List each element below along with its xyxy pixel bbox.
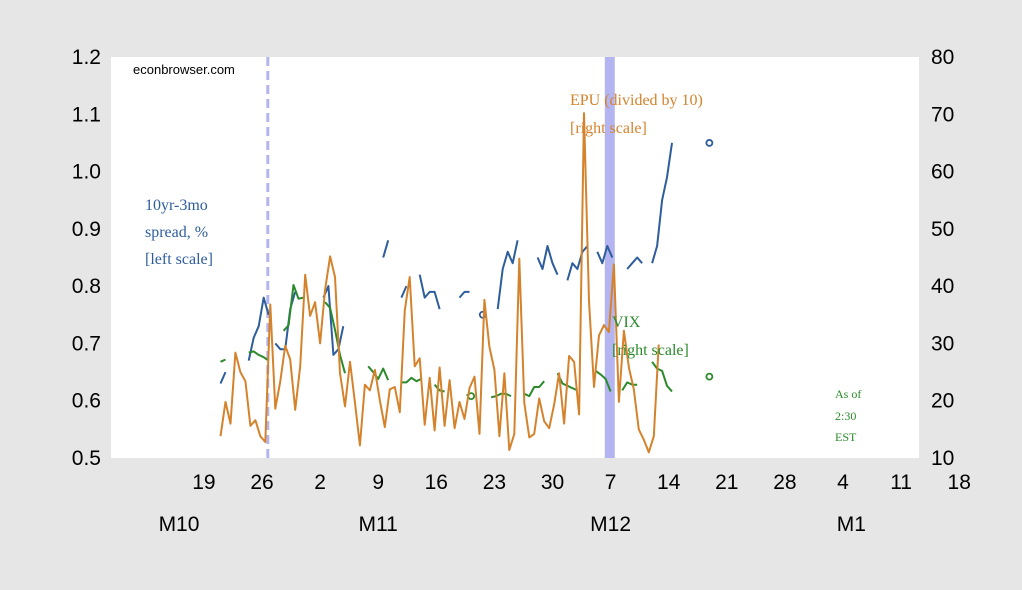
watermark: econbrowser.com: [133, 62, 235, 77]
series-spread-segment: [536, 245, 559, 276]
x-tick-label: 26: [250, 471, 273, 494]
annotation-epu-line1: EPU (divided by 10): [570, 92, 703, 109]
left-tick-label: 0.8: [72, 275, 101, 298]
x-tick-label: 18: [948, 471, 971, 494]
x-tick-label: 4: [837, 471, 849, 494]
series-spread-segment: [382, 240, 390, 258]
left-tick-label: 0.6: [72, 390, 101, 413]
x-tick-label: 7: [605, 471, 617, 494]
series-spread: [219, 139, 714, 384]
left-tick-label: 1.1: [72, 103, 101, 126]
month-label: M12: [590, 513, 631, 536]
series-vix-segment: [651, 361, 673, 393]
annotation-spread-line1: 10yr-3mo: [145, 197, 208, 214]
annotation-epu-line2: [right scale]: [570, 120, 647, 137]
annotation-asof: As of 2:30 EST: [835, 387, 861, 444]
x-tick-label: 11: [890, 471, 912, 494]
series-spread-segment: [651, 142, 673, 264]
series-vix-segment: [621, 381, 638, 391]
series-spread-segment: [247, 296, 270, 361]
left-tick-label: 1.2: [72, 46, 101, 69]
annotation-epu: EPU (divided by 10) [right scale]: [570, 92, 703, 137]
series-spread-segment: [418, 274, 441, 310]
series-spread-segment: [458, 290, 470, 299]
series-spread-segment: [322, 285, 345, 356]
right-tick-label: 70: [931, 103, 954, 126]
series-vix-segment: [282, 284, 304, 332]
series-spread-segment: [219, 371, 227, 384]
left-tick-label: 0.9: [72, 218, 101, 241]
series-spread-segment: [626, 256, 643, 270]
month-label: M1: [837, 513, 866, 536]
month-label: M10: [159, 513, 200, 536]
x-tick-label: 23: [483, 471, 506, 494]
annotation-spread-line3: [left scale]: [145, 251, 213, 268]
series-spread-segment: [566, 245, 589, 281]
right-tick-label: 10: [931, 447, 954, 470]
annotation-vix-line1: VIX: [612, 314, 641, 331]
series-spread-segment: [496, 240, 519, 310]
right-tick-label: 30: [931, 332, 954, 355]
series-vix-marker: [705, 372, 714, 381]
x-tick-label: 28: [773, 471, 796, 494]
vertical-markers: [266, 57, 615, 458]
series-vix-segment: [367, 365, 390, 381]
annotation-vix: VIX [right scale]: [612, 314, 689, 359]
x-tick-label: 30: [541, 471, 564, 494]
series-vix-segment: [433, 384, 445, 393]
vertical-band-1: [604, 57, 615, 458]
right-tick-label: 80: [931, 46, 954, 69]
annotation-asof-line2: 2:30: [835, 409, 856, 423]
series-vix-segment: [324, 301, 346, 374]
right-tick-label: 60: [931, 161, 954, 184]
annotation-asof-line3: EST: [835, 430, 857, 444]
right-tick-label: 40: [931, 275, 954, 298]
annotation-vix-line2: [right scale]: [612, 342, 689, 359]
left-tick-label: 1.0: [72, 161, 101, 184]
x-axis-ticks: 19 26 2 9 16 23 30 7 14 21 28 4 11 18: [192, 471, 971, 494]
series-epu: [219, 112, 660, 454]
left-axis-ticks: 0.5 0.6 0.7 0.8 0.9 1.0 1.1 1.2: [72, 46, 101, 470]
annotation-spread-line2: spread, %: [145, 224, 208, 241]
annotation-spread: 10yr-3mo spread, % [left scale]: [145, 197, 213, 268]
series-spread-marker: [705, 139, 714, 147]
right-tick-label: 20: [931, 390, 954, 413]
x-tick-label: 14: [657, 471, 681, 494]
annotation-asof-line1: As of: [835, 387, 861, 401]
right-axis-ticks: 10 20 30 40 50 60 70 80: [931, 46, 954, 470]
series-vix-segment: [220, 358, 226, 363]
series-vix: [220, 284, 714, 401]
x-tick-label: 21: [715, 471, 738, 494]
series-vix-segment: [401, 376, 422, 384]
series-spread-segment: [400, 285, 408, 298]
series-spread-segment: [596, 245, 614, 265]
right-tick-label: 50: [931, 218, 954, 241]
month-labels: M10 M11 M12 M1: [159, 513, 866, 536]
series-epu-line: [219, 112, 660, 454]
x-tick-label: 9: [372, 471, 384, 494]
left-tick-label: 0.5: [72, 447, 101, 470]
series-vix-segment: [523, 380, 545, 398]
x-tick-label: 2: [314, 471, 326, 494]
left-tick-label: 0.7: [72, 332, 101, 355]
series-vix-segment: [490, 392, 512, 399]
series-layer: [219, 112, 714, 454]
series-vix-segment: [595, 370, 612, 392]
month-label: M11: [359, 513, 398, 536]
x-tick-label: 16: [425, 471, 448, 494]
series-vix-segment: [248, 350, 270, 362]
x-tick-label: 19: [192, 471, 215, 494]
